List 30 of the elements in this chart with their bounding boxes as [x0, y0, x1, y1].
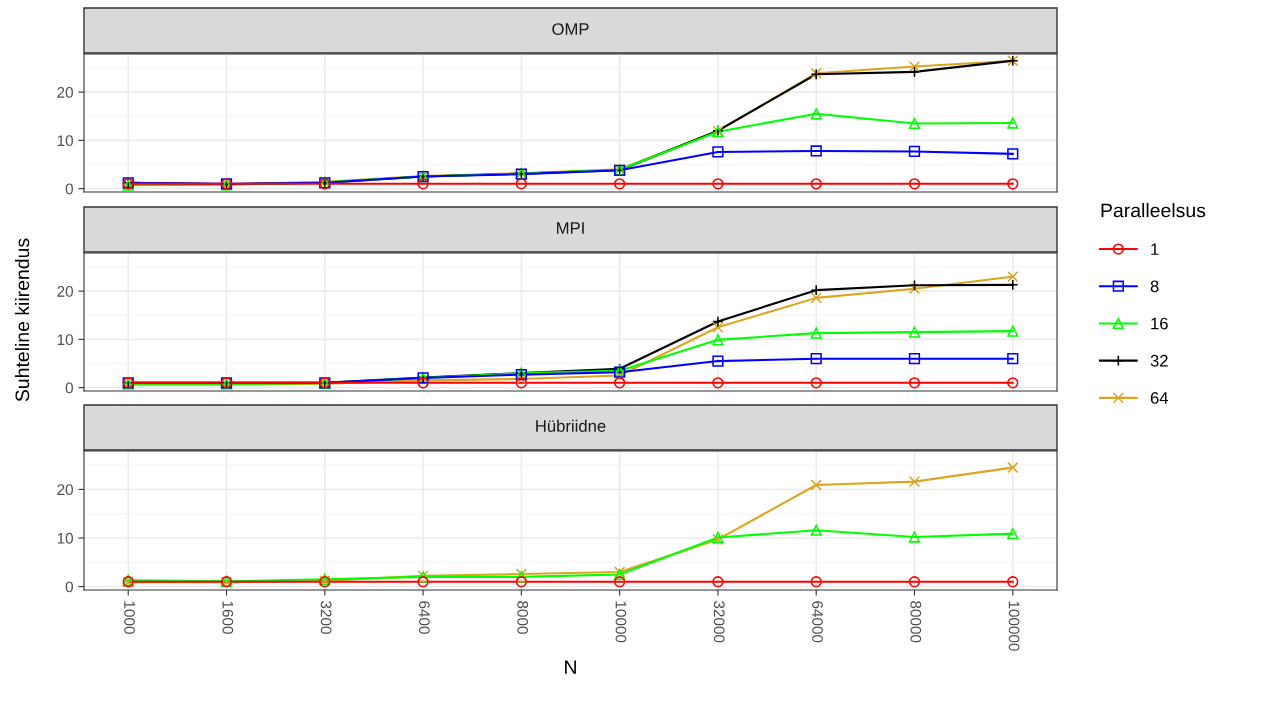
y-axis-title: Suhteline kiirendus: [14, 238, 30, 402]
y-tick-label: 10: [57, 135, 73, 147]
y-tick-label: 0: [65, 382, 73, 394]
y-tick-label: 0: [65, 183, 73, 195]
x-tick-label: 1000: [124, 601, 135, 634]
x-tick-label: 32000: [713, 601, 725, 643]
x-tick-label: 6400: [418, 601, 430, 634]
x-tick-label: 3200: [320, 601, 332, 634]
y-tick-label: 10: [57, 532, 73, 544]
y-tick-label: 20: [57, 86, 73, 98]
x-tick-label: 80000: [910, 601, 922, 643]
chart-title: MPI: [557, 222, 584, 234]
y-tick-label: 20: [57, 285, 73, 297]
y-tick-label: 0: [65, 581, 73, 593]
chart-title: Hübriidne: [536, 419, 606, 432]
y-tick-label: 10: [57, 334, 73, 346]
legend-label: 64: [1150, 392, 1169, 404]
legend-label: 32: [1150, 354, 1168, 367]
legend-label: 16: [1151, 317, 1168, 330]
legend-title: Paralleelsus: [1101, 203, 1206, 218]
x-tick-label: 8000: [517, 601, 529, 634]
x-axis-title: N: [565, 660, 576, 674]
x-tick-label: 64000: [812, 601, 823, 643]
y-tick-label: 20: [57, 484, 73, 496]
x-tick-label: 10000: [615, 601, 627, 643]
x-tick-label: 1600: [222, 601, 234, 634]
legend-label: 8: [1150, 280, 1159, 293]
legend-label: 1: [1151, 243, 1159, 255]
x-tick-label: 100000: [1008, 601, 1020, 651]
chart-title: OMP: [552, 23, 589, 35]
